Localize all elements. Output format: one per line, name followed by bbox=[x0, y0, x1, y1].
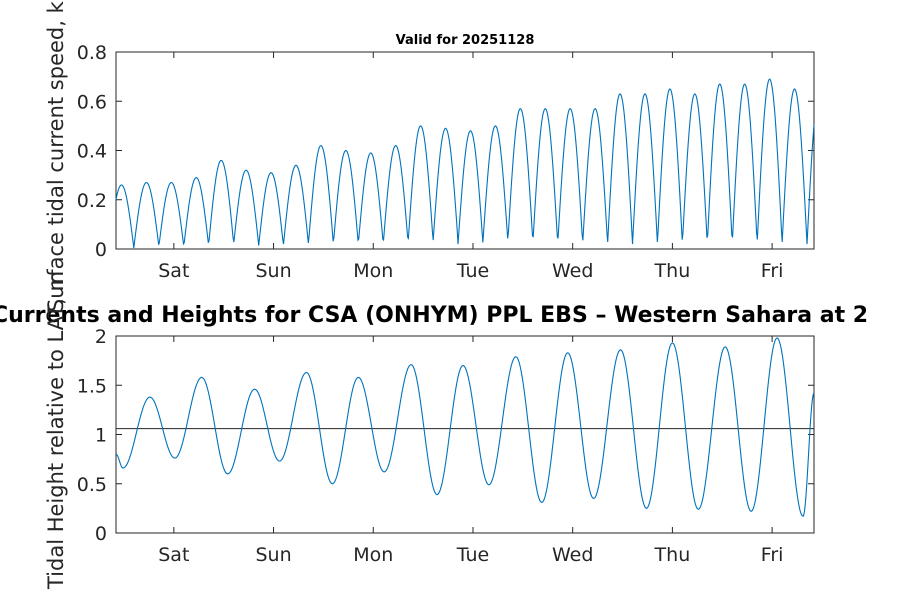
current-y-axis-label: Surface tidal current speed, kn bbox=[44, 0, 68, 312]
height-axis-ticks: 0 0.5 1 1.5 2 Sat Sun Mon Tue Wed Thu Fri bbox=[77, 326, 814, 566]
height-xtick-label: Mon bbox=[353, 544, 393, 566]
height-ytick-label: 1.5 bbox=[77, 375, 107, 397]
current-ytick-label: 0.2 bbox=[77, 190, 107, 212]
current-xtick-label: Tue bbox=[456, 260, 489, 282]
current-xtick-label: Sat bbox=[158, 260, 189, 282]
height-xtick-label: Thu bbox=[654, 544, 691, 566]
tidal-height-line bbox=[115, 337, 815, 517]
height-ytick-label: 1 bbox=[95, 425, 107, 447]
current-ytick-label: 0.4 bbox=[77, 141, 107, 163]
height-xtick-label: Tue bbox=[456, 544, 489, 566]
height-xtick-label: Wed bbox=[552, 544, 593, 566]
current-xtick-label: Thu bbox=[654, 260, 691, 282]
current-chart-title: Valid for 20251128 bbox=[396, 33, 535, 48]
current-plot-frame bbox=[115, 51, 815, 250]
current-ytick-label: 0.8 bbox=[77, 42, 107, 64]
height-ytick-label: 0.5 bbox=[77, 474, 107, 496]
height-plot-frame bbox=[115, 335, 815, 534]
current-ytick-label: 0 bbox=[95, 239, 107, 261]
current-axis-ticks: 0 0.2 0.4 0.6 0.8 Sat Sun Mon Tue Wed Thu Fri bbox=[77, 42, 814, 282]
tidal-height-panel: 0 0.5 1 1.5 2 Sat Sun Mon Tue Wed Thu Fri bbox=[77, 326, 815, 566]
current-xtick-label: Wed bbox=[552, 260, 593, 282]
current-xtick-label: Sun bbox=[255, 260, 291, 282]
current-speed-panel: Valid for 20251128 0 0.2 0.4 0.6 0.8 Sat Sun Mo… bbox=[77, 33, 815, 282]
height-xtick-label: Sun bbox=[255, 544, 291, 566]
height-xtick-label: Fri bbox=[761, 544, 784, 566]
height-xtick-label: Sat bbox=[158, 544, 189, 566]
height-ytick-label: 0 bbox=[95, 523, 107, 545]
current-xtick-label: Fri bbox=[761, 260, 784, 282]
height-ytick-label: 2 bbox=[95, 326, 107, 348]
main-chart-title: Currents and Heights for CSA (ONHYM) PPL… bbox=[0, 303, 868, 328]
current-ytick-label: 0.6 bbox=[77, 91, 107, 113]
current-xtick-label: Mon bbox=[353, 260, 393, 282]
height-y-axis-label: Tidal Height relative to LAT, m bbox=[44, 271, 68, 590]
current-speed-line bbox=[115, 78, 815, 249]
